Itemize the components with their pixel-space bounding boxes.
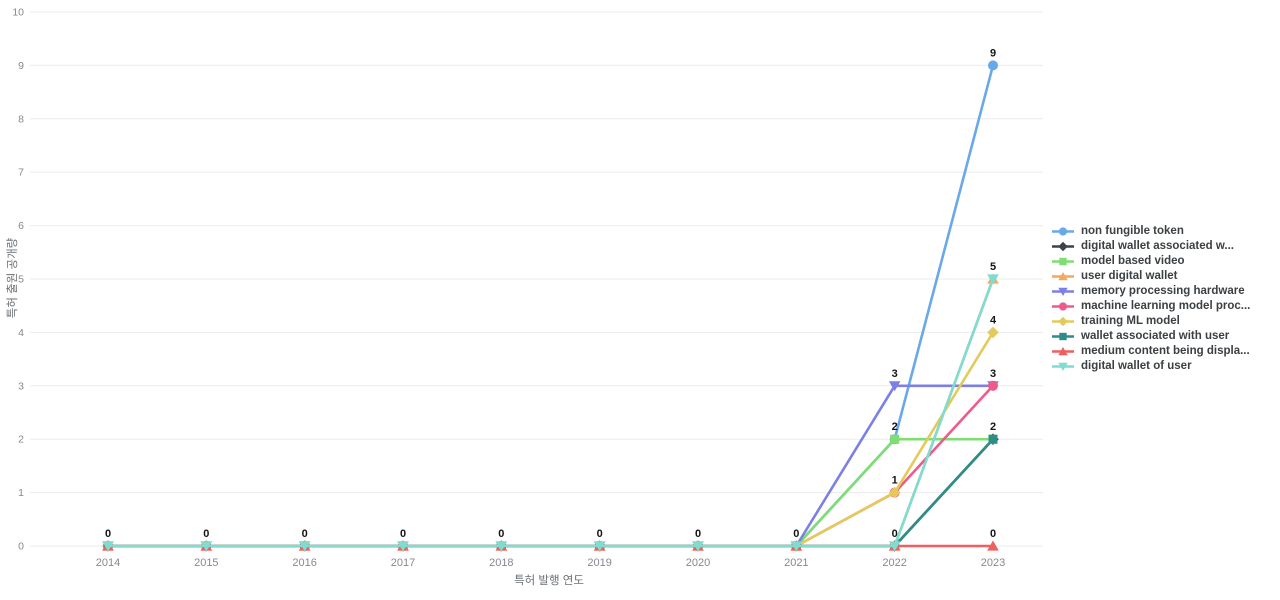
svg-text:2018: 2018: [489, 557, 513, 569]
legend-label: digital wallet of user: [1081, 360, 1192, 372]
legend-item-wallet-associated-with-user[interactable]: wallet associated with user: [1052, 329, 1250, 344]
svg-text:0: 0: [498, 528, 504, 540]
legend-item-non-fungible-token[interactable]: non fungible token: [1052, 224, 1250, 239]
x-axis-title: 특허 발행 연도: [514, 575, 584, 587]
legend-label: model based video: [1081, 255, 1185, 267]
legend-label: memory processing hardware: [1081, 285, 1245, 297]
legend-item-memory-processing-hardware[interactable]: memory processing hardware: [1052, 284, 1250, 299]
x-axis-ticks: 2014 2015 2016 2017 2018 2019 2020 2021 2022 2023: [96, 557, 1005, 569]
triangle-down-legend-icon: [1052, 287, 1074, 297]
svg-text:3: 3: [990, 368, 996, 380]
svg-text:2023: 2023: [981, 557, 1005, 569]
y-axis-ticks: 0 1 2 3 4 5 6 7 8 9 10: [12, 7, 24, 553]
svg-text:0: 0: [203, 528, 209, 540]
svg-text:6: 6: [18, 220, 24, 232]
svg-text:2: 2: [18, 434, 24, 446]
svg-text:2015: 2015: [194, 557, 218, 569]
series-memory-processing-hardware: [102, 381, 999, 552]
svg-text:2020: 2020: [686, 557, 710, 569]
svg-text:1: 1: [18, 487, 24, 499]
svg-text:2: 2: [990, 421, 996, 433]
svg-text:0: 0: [18, 541, 24, 553]
svg-text:3: 3: [892, 368, 898, 380]
diamond-legend-icon: [1052, 316, 1074, 327]
svg-text:2021: 2021: [784, 557, 808, 569]
svg-text:9: 9: [990, 47, 996, 59]
legend-label: machine learning model proc...: [1081, 300, 1251, 312]
legend-label: training ML model: [1081, 315, 1180, 327]
legend-item-medium-content-being-displa[interactable]: medium content being displa...: [1052, 344, 1250, 359]
svg-text:2017: 2017: [391, 557, 415, 569]
triangle-up-legend-icon: [1052, 271, 1074, 281]
legend-item-model-based-video[interactable]: model based video: [1052, 254, 1250, 269]
series-digital-wallet-of-user: [102, 274, 999, 552]
svg-text:2016: 2016: [292, 557, 316, 569]
svg-text:0: 0: [105, 528, 111, 540]
svg-text:0: 0: [695, 528, 701, 540]
data-labels: 0 0 0 0 0 0 0 0 2 0 3 1 9 2 5 3 4 0: [105, 47, 997, 540]
svg-text:0: 0: [597, 528, 603, 540]
svg-text:0: 0: [793, 528, 799, 540]
legend-item-user-digital-wallet[interactable]: user digital wallet: [1052, 269, 1250, 284]
legend-label: wallet associated with user: [1081, 330, 1230, 342]
y-axis-title: 특허 출원 공개량: [7, 237, 19, 319]
svg-text:0: 0: [892, 528, 898, 540]
triangle-up-legend-icon: [1052, 346, 1074, 356]
legend-item-training-ml-model[interactable]: training ML model: [1052, 314, 1250, 329]
svg-text:2014: 2014: [96, 557, 120, 569]
svg-text:2: 2: [892, 421, 898, 433]
svg-text:2022: 2022: [882, 557, 906, 569]
series-machine-learning-model-proc: [103, 380, 998, 551]
diamond-legend-icon: [1052, 241, 1074, 252]
svg-text:0: 0: [302, 528, 308, 540]
square-legend-icon: [1052, 257, 1074, 266]
legend-item-machine-learning-model-proc[interactable]: machine learning model proc...: [1052, 299, 1250, 314]
legend-label: non fungible token: [1081, 225, 1184, 237]
legend: non fungible token digital wallet associa…: [1052, 224, 1250, 374]
svg-text:2019: 2019: [587, 557, 611, 569]
svg-text:5: 5: [990, 261, 996, 273]
svg-text:0: 0: [400, 528, 406, 540]
svg-text:1: 1: [892, 475, 898, 487]
svg-text:4: 4: [990, 314, 997, 326]
square-legend-icon: [1052, 332, 1074, 341]
legend-label: user digital wallet: [1081, 270, 1178, 282]
svg-text:8: 8: [18, 113, 24, 125]
svg-text:9: 9: [18, 60, 24, 72]
gridlines: [30, 11, 1043, 547]
legend-label: digital wallet associated w...: [1081, 240, 1234, 252]
svg-text:5: 5: [18, 274, 24, 286]
circle-legend-icon: [1052, 227, 1074, 236]
legend-item-digital-wallet-of-user[interactable]: digital wallet of user: [1052, 359, 1250, 374]
svg-text:3: 3: [18, 380, 24, 392]
legend-label: medium content being displa...: [1081, 345, 1250, 357]
svg-text:0: 0: [990, 528, 996, 540]
svg-text:7: 7: [18, 167, 24, 179]
triangle-down-legend-icon: [1052, 362, 1074, 372]
circle-legend-icon: [1052, 302, 1074, 311]
svg-text:10: 10: [12, 7, 24, 19]
series-non-fungible-token: [103, 60, 998, 551]
svg-text:4: 4: [18, 327, 24, 339]
legend-item-digital-wallet-associated-w[interactable]: digital wallet associated w...: [1052, 239, 1250, 254]
